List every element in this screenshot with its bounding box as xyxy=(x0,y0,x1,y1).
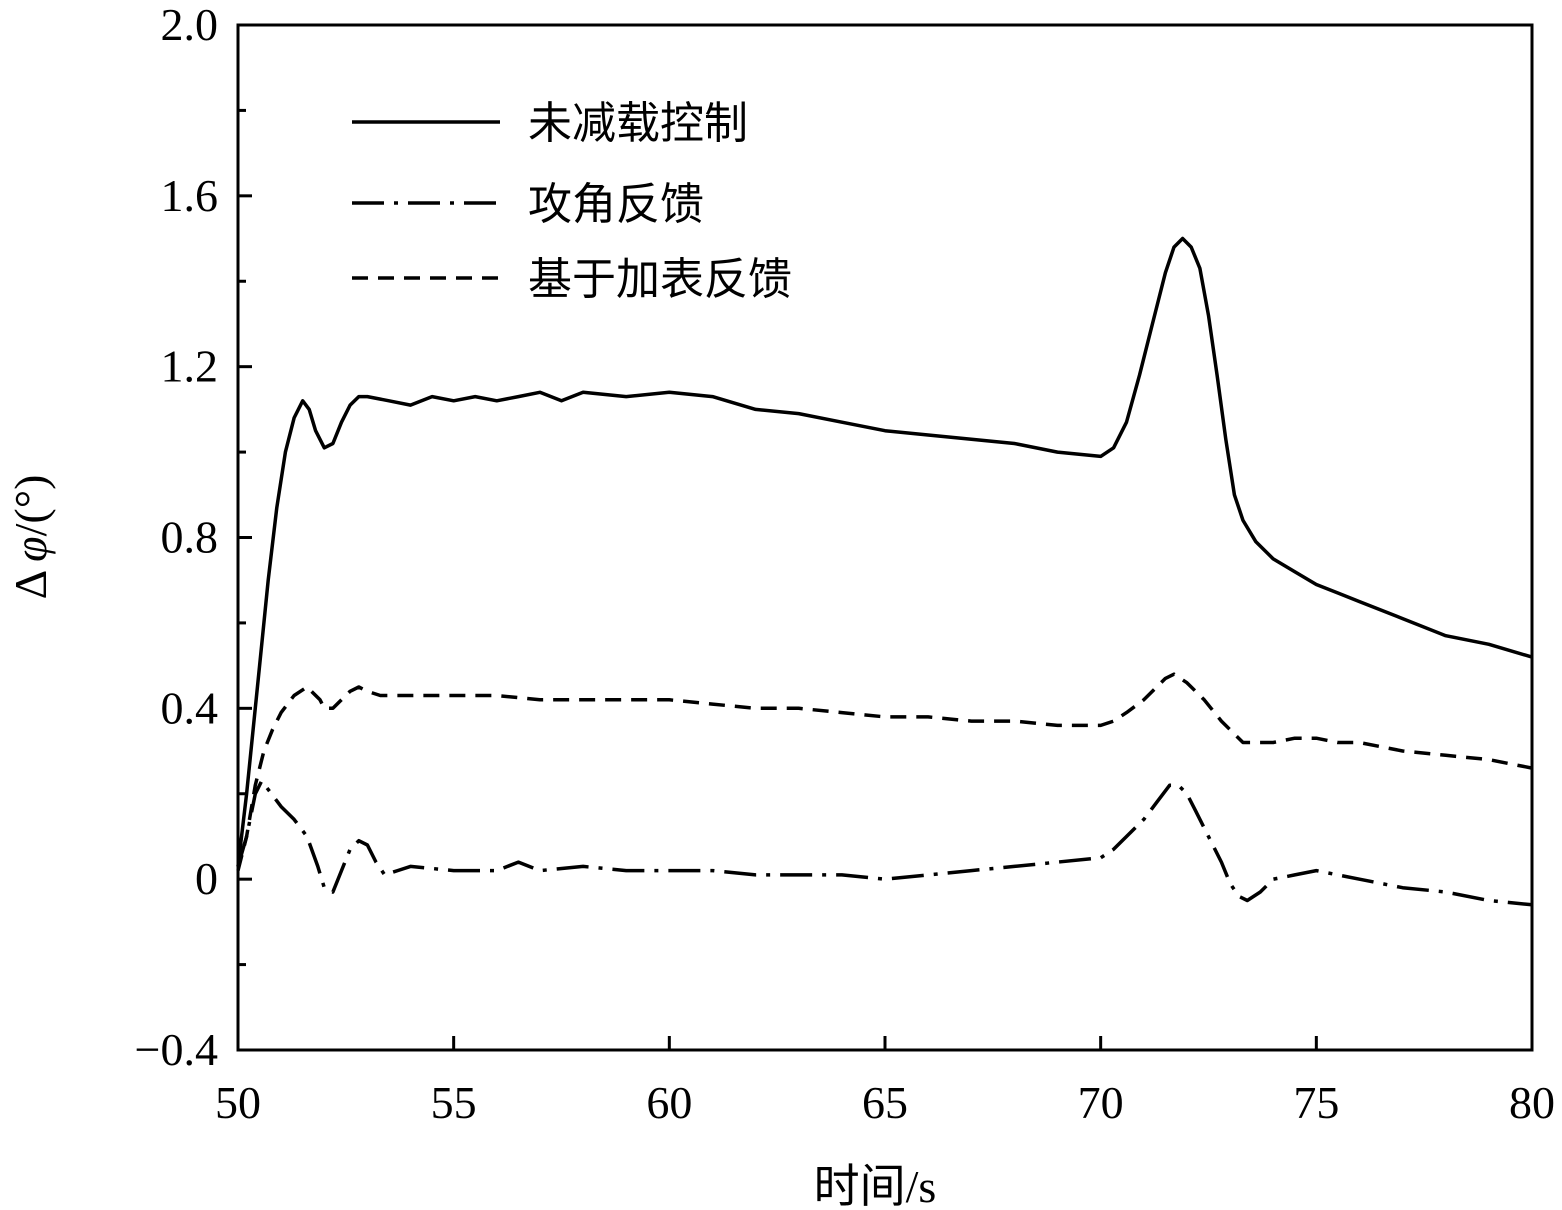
y-tick-label: 0.4 xyxy=(161,682,219,733)
series-line-dashed xyxy=(236,672,1533,872)
plot-frame xyxy=(236,23,1534,1052)
x-tick-label: 70 xyxy=(1078,1077,1124,1128)
legend: 未减载控制 攻角反馈 基于加表反馈 xyxy=(352,98,792,305)
legend-label: 未减载控制 xyxy=(528,98,748,149)
x-axis-ticks: 50 55 60 65 70 75 80 xyxy=(215,1036,1555,1128)
x-tick-label: 75 xyxy=(1293,1077,1339,1128)
y-axis-label-prefix: Δ xyxy=(5,570,56,600)
y-axis-label-symbol: φ xyxy=(5,536,56,561)
x-tick-label: 80 xyxy=(1509,1077,1555,1128)
legend-entry: 基于加表反馈 xyxy=(352,254,792,305)
legend-entry: 未减载控制 xyxy=(352,98,748,149)
series-lines xyxy=(236,236,1533,907)
y-tick-label: 0.8 xyxy=(161,512,219,563)
y-axis-ticks: −0.4 0 0.4 0.8 1.2 1.6 2.0 xyxy=(135,0,252,1075)
x-tick-label: 65 xyxy=(862,1077,908,1128)
y-tick-label: 1.6 xyxy=(161,170,219,221)
legend-label: 基于加表反馈 xyxy=(528,254,792,305)
y-axis-label: Δφ/(°) xyxy=(5,475,56,600)
series-line-dashdot xyxy=(236,779,1533,907)
y-tick-label: 1.2 xyxy=(161,341,219,392)
y-axis-label-suffix: /(°) xyxy=(5,475,56,537)
y-tick-label: 0 xyxy=(195,853,218,904)
legend-entry: 攻角反馈 xyxy=(352,179,704,230)
x-tick-label: 55 xyxy=(431,1077,477,1128)
y-tick-label: −0.4 xyxy=(135,1024,218,1075)
legend-label: 攻角反馈 xyxy=(528,179,704,230)
y-tick-label: 2.0 xyxy=(161,0,219,50)
x-axis-label: 时间/s xyxy=(814,1161,937,1210)
x-tick-label: 50 xyxy=(215,1077,261,1128)
series-line-solid xyxy=(236,236,1533,867)
x-tick-label: 60 xyxy=(646,1077,692,1128)
